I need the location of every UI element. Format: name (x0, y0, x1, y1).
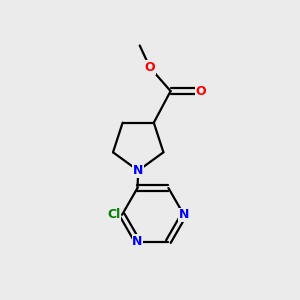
Text: O: O (145, 61, 155, 74)
Text: N: N (179, 208, 189, 221)
Text: N: N (133, 164, 143, 177)
Text: O: O (196, 85, 206, 98)
Text: Cl: Cl (107, 208, 120, 221)
Text: N: N (132, 235, 143, 248)
